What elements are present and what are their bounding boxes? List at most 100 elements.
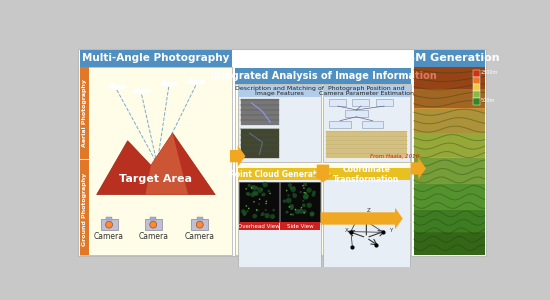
Bar [239,182,279,222]
Circle shape [252,191,256,195]
Text: Camera: Camera [185,232,214,241]
Bar [323,168,410,180]
Circle shape [250,185,255,189]
Text: Side View: Side View [287,224,314,229]
Circle shape [261,188,263,190]
Circle shape [270,214,275,219]
Bar [472,70,480,77]
Text: Camera: Camera [94,232,124,241]
Bar [280,182,320,222]
Bar [145,219,162,230]
Circle shape [290,187,296,192]
Circle shape [262,193,266,196]
Circle shape [302,200,304,202]
Bar [323,168,410,268]
Text: X: X [345,227,349,232]
Bar [325,130,408,158]
Text: From Haala, 2010: From Haala, 2010 [370,154,419,159]
Circle shape [292,213,294,216]
Bar [235,84,410,255]
Bar [239,222,279,230]
Circle shape [255,186,258,190]
Bar [240,98,279,125]
Text: Multi-Angle Photography: Multi-Angle Photography [82,53,229,63]
Circle shape [256,209,257,211]
Bar [414,133,485,158]
Bar [414,67,485,90]
Circle shape [252,214,257,218]
Circle shape [290,214,292,215]
Text: Z: Z [367,208,371,213]
Bar [414,210,485,233]
Bar [238,168,321,180]
Circle shape [262,182,268,187]
Circle shape [259,198,260,200]
Circle shape [261,212,265,216]
Bar [414,108,485,133]
Circle shape [243,213,246,216]
Text: Overhead View: Overhead View [238,224,280,229]
Bar [353,99,370,106]
Text: Y: Y [389,227,392,232]
Circle shape [250,193,255,197]
Bar [238,85,321,162]
Circle shape [272,209,275,211]
Circle shape [265,213,270,218]
Bar [323,85,410,162]
Bar [414,89,485,109]
Bar [191,219,208,230]
Bar [414,157,485,184]
Circle shape [302,203,306,207]
Bar [280,222,320,230]
Bar [80,50,232,67]
Circle shape [288,183,292,187]
Text: Camera: Camera [138,232,168,241]
Circle shape [265,209,267,211]
Bar [329,121,351,128]
Circle shape [304,212,305,214]
Bar [414,232,485,256]
Circle shape [286,190,288,191]
Bar [197,217,203,220]
Circle shape [290,204,293,207]
Bar [414,67,485,255]
Bar [345,110,368,117]
Circle shape [293,193,297,198]
Circle shape [241,209,246,214]
Bar [238,168,321,268]
Text: 500m: 500m [481,98,495,103]
Circle shape [266,201,267,202]
Circle shape [286,198,292,203]
Polygon shape [410,158,426,179]
Circle shape [150,221,157,228]
Circle shape [251,187,252,189]
Circle shape [302,209,307,214]
Circle shape [305,192,306,194]
Circle shape [310,212,314,217]
Bar [376,99,393,106]
Circle shape [255,192,258,196]
Circle shape [298,208,304,214]
Bar [472,77,480,84]
Polygon shape [146,133,188,195]
Polygon shape [321,208,403,229]
Bar [414,50,485,67]
Circle shape [303,182,307,186]
Circle shape [283,200,286,203]
Circle shape [295,209,296,210]
Circle shape [246,192,249,195]
Circle shape [303,194,309,199]
Circle shape [310,212,315,216]
Circle shape [303,187,305,189]
Text: Point Cloud Generation: Point Cloud Generation [229,170,330,179]
Circle shape [252,185,257,190]
Bar [362,121,383,128]
Circle shape [245,188,247,190]
Bar [80,67,232,255]
Circle shape [311,212,314,215]
Circle shape [247,192,251,196]
Circle shape [261,194,263,196]
Bar [472,98,480,104]
Circle shape [106,221,113,228]
Circle shape [258,203,260,205]
